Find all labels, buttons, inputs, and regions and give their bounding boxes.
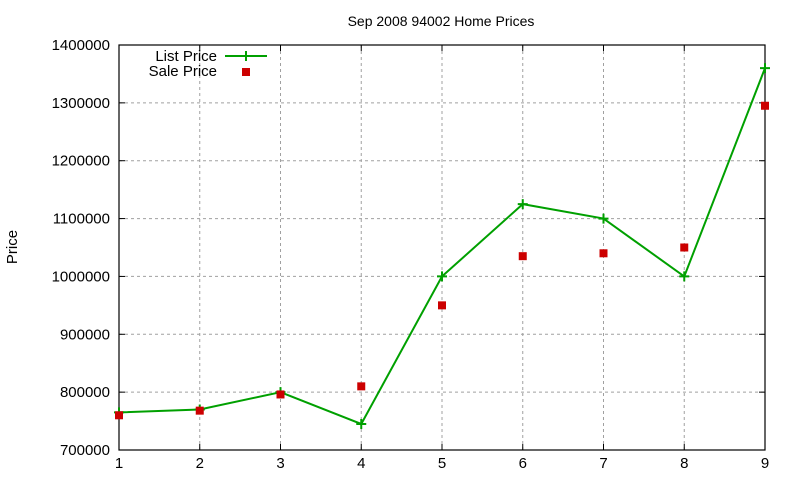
axes [118, 44, 766, 451]
y-tick-label: 1000000 [52, 268, 110, 285]
plus-marker-icon [598, 213, 609, 224]
chart-title: Sep 2008 94002 Home Prices [348, 13, 535, 29]
y-tick-label: 700000 [60, 442, 110, 459]
y-axis-ticks: 700000 800000 900000 1000000 1100000 1200000 1… [52, 37, 110, 459]
legend-label-sale-price: Sale Price [149, 63, 217, 80]
square-marker-icon [357, 382, 366, 391]
y-tick-label: 800000 [60, 384, 110, 401]
series-sale-price [115, 101, 769, 420]
x-tick-label: 4 [357, 455, 365, 472]
x-tick-label: 9 [761, 455, 769, 472]
plus-marker-icon [517, 199, 528, 210]
square-marker-icon [438, 301, 446, 310]
grid-lines [119, 45, 765, 450]
y-axis-label: Price [4, 230, 21, 264]
x-tick-label: 2 [196, 455, 204, 472]
plus-marker-icon [679, 271, 690, 282]
y-tick-label: 1400000 [52, 37, 110, 54]
y-tick-label: 1300000 [52, 95, 110, 112]
legend: List Price Sale Price [149, 48, 267, 80]
square-marker-icon [680, 243, 689, 252]
plus-marker-icon [760, 63, 770, 74]
square-marker-icon [761, 101, 769, 110]
y-tick-label: 1200000 [52, 153, 110, 170]
x-axis-ticks: 1 2 3 4 5 6 7 8 9 [115, 455, 769, 472]
square-marker-icon [518, 252, 527, 261]
square-marker-icon [195, 406, 204, 415]
plot-border [118, 44, 766, 451]
x-tick-label: 5 [438, 455, 446, 472]
square-marker-icon [599, 249, 608, 258]
plus-marker-icon [356, 418, 367, 429]
legend-plus-marker-icon [241, 51, 251, 61]
x-tick-label: 8 [680, 455, 688, 472]
y-tick-label: 900000 [60, 326, 110, 343]
x-tick-label: 7 [599, 455, 607, 472]
legend-label-list-price: List Price [155, 48, 217, 65]
x-tick-label: 6 [519, 455, 527, 472]
x-tick-label: 3 [276, 455, 284, 472]
plus-marker-icon [437, 271, 447, 282]
square-marker-icon [115, 411, 123, 420]
y-tick-label: 1100000 [53, 211, 110, 228]
legend-square-marker-icon [242, 68, 250, 76]
x-tick-label: 1 [115, 455, 123, 472]
square-marker-icon [276, 390, 285, 399]
